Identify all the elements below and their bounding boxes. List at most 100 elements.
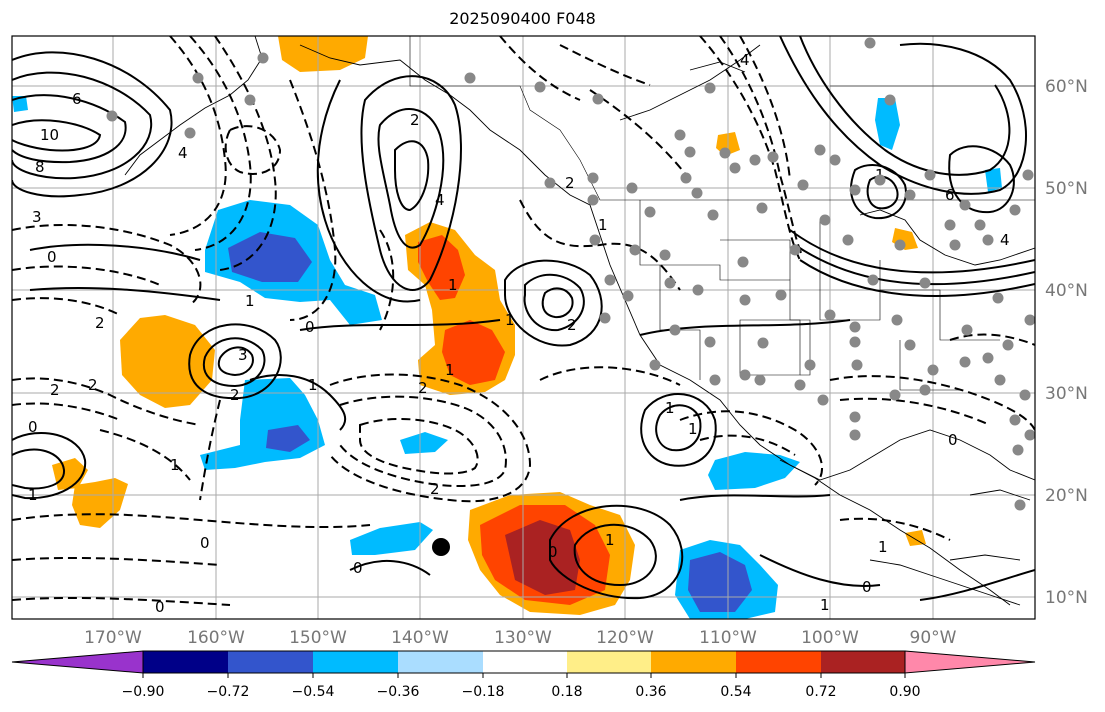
shade-blue-ne-2 [985,168,1002,192]
colorbar-tick-label: 0.54 [720,684,751,700]
shade-blue-small-1 [350,522,433,555]
colorbar-segment [228,651,313,673]
political-borders [409,36,1035,391]
contour-label: 2 [88,376,98,394]
contour-label: 4 [178,144,188,162]
shade-orange-sw-1 [72,478,128,528]
contour-label: 1 [665,399,675,417]
contour-label: 2 [430,480,440,498]
contour-label: 0 [200,534,210,552]
colorbar-segment [143,651,228,673]
lon-label: 160°W [187,628,245,648]
contour-label: 0 [948,431,958,449]
contour-label: 6 [945,186,955,204]
shade-blue-small-2 [400,432,448,454]
colorbar-tick-label: −0.90 [122,684,165,700]
coastlines [124,36,1035,606]
lat-label: 30°N [1045,384,1088,404]
lon-label: 90°W [910,628,957,648]
colorbar-tick-label: 0.90 [889,684,920,700]
lon-label: 110°W [699,628,757,648]
solid-contours [12,36,1035,601]
contour-label: 1 [28,486,38,504]
shade-blue-ne [875,98,900,150]
lat-label: 60°N [1045,77,1088,97]
colorbar-tick-label: −0.54 [292,684,335,700]
shade-darkred-south [505,520,580,595]
lon-label: 130°W [494,628,552,648]
contour-label: 1 [598,216,608,234]
lon-label: 170°W [84,628,142,648]
contour-label: 2 [418,379,428,397]
contour-label: 1 [505,311,515,329]
colorbar-segment [398,651,483,673]
lat-label: 50°N [1045,179,1088,199]
map-frame [11,35,1036,620]
colorbar-extend-max [904,650,1036,674]
colorbar-segment [736,651,821,673]
station-markers [106,37,1035,511]
contour-label: 0 [353,559,363,577]
shade-blue-dark-south [266,425,310,452]
contour-label: 4 [740,51,750,69]
contour-label: 1 [878,538,888,556]
contour-label: 1 [170,456,180,474]
contour-label: 2 [50,381,60,399]
contour-label: 4 [435,191,445,209]
lon-label: 100°W [801,628,859,648]
contour-label: 0 [548,543,558,561]
colorbar-segment [821,651,905,673]
lat-label: 40°N [1045,281,1088,301]
contour-label: 1 [245,292,255,310]
dashed-contours [12,36,1035,606]
colorbar-extend-min [11,650,144,674]
contour-label: 0 [155,598,165,616]
colorbar-segment [651,651,736,673]
colorbar-tick-label: 0.18 [551,684,582,700]
colorbar-segment [567,651,651,673]
lat-axis: 10°N 20°N 30°N 40°N 50°N 60°N [1045,77,1088,608]
contour-label: 0 [47,248,57,266]
lon-axis: 170°W 160°W 150°W 140°W 130°W 120°W 110°… [84,628,957,648]
contour-label: 4 [1000,231,1010,249]
shade-blue-mexico [708,452,800,490]
colorbar-tick-label: 0.36 [635,684,666,700]
colorbar-segment [313,651,398,673]
contour-label: 2 [230,386,240,404]
colorbar-tick-label: −0.18 [462,684,505,700]
contour-label: 3 [238,346,248,364]
contour-label: 1 [448,276,458,294]
contour-label: 10 [40,126,59,144]
contour-label: 1 [820,596,830,614]
colorbar-tick-label: −0.72 [207,684,250,700]
contour-label: 0 [305,318,315,336]
contour-label: 0 [862,578,872,596]
colorbar-tick-label: 0.72 [805,684,836,700]
shade-orange-sw-2 [52,458,88,490]
contour-label: 2 [410,111,420,129]
shade-blue-w-edge [12,96,28,112]
shade-orange-west [120,315,215,408]
contour-label: 2 [95,314,105,332]
colorbar-segment [483,651,567,673]
shade-blue-dark-central [228,232,312,282]
colorbar-tick-label: −0.36 [377,684,420,700]
contour-label: 2 [567,316,577,334]
contour-label: 1 [445,361,455,379]
contour-label: 1 [688,420,698,438]
map-title: 2025090400 F048 [449,9,596,28]
map-content: 6 10 8 4 3 0 1 2 3 2 2 2 0 1 4 1 1 2 0 1… [12,36,1035,619]
colorbar: −0.90 −0.72 −0.54 −0.36 −0.18 0.18 0.36 … [11,650,1036,700]
shade-red-center-s [442,320,505,385]
contour-label: 0 [28,418,38,436]
contour-label: 8 [35,158,45,176]
lat-label: 10°N [1045,588,1088,608]
shade-red-center-n [418,235,465,300]
storm-marker [432,538,450,556]
contour-labels: 6 10 8 4 3 0 1 2 3 2 2 2 0 1 4 1 1 2 0 1… [28,51,1010,616]
contour-label: 2 [565,174,575,192]
contour-label: 3 [32,208,42,226]
lon-label: 140°W [391,628,449,648]
contour-label: 6 [72,90,82,108]
